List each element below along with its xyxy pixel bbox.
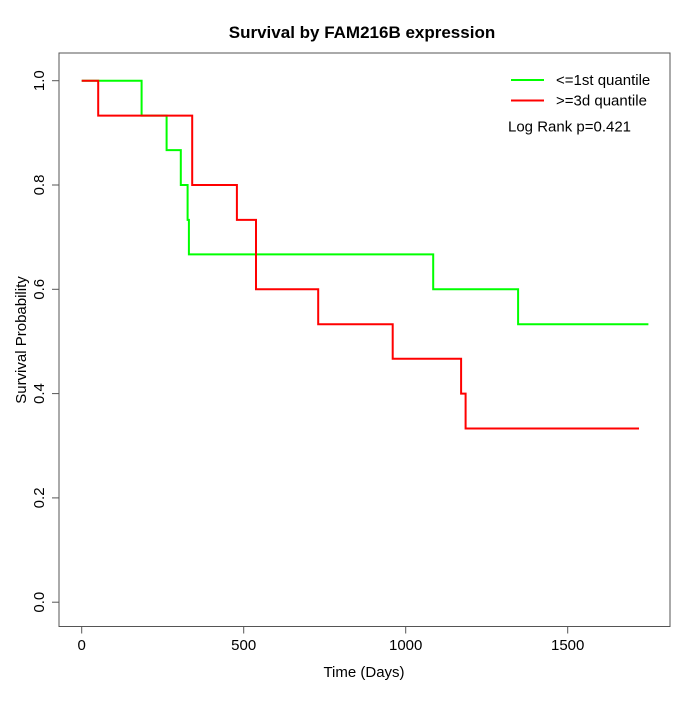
y-tick-label-0.6: 0.6 — [31, 279, 48, 300]
survival-curve-high-expression — [81, 79, 639, 430]
y-tick-label-0.8: 0.8 — [31, 175, 48, 196]
chart-title: Survival by FAM216B expression — [229, 23, 495, 42]
survival-curves — [81, 79, 649, 430]
survival-curve-low-expression — [81, 79, 649, 326]
x-tick-label-1500: 1500 — [551, 637, 584, 654]
legend: <=1st quantile >=3d quantile Log Rank p=… — [508, 72, 650, 136]
y-tick-label-0.2: 0.2 — [31, 487, 48, 508]
legend-label-high-expression: >=3d quantile — [556, 93, 647, 110]
x-axis: 0 500 1000 1500 — [78, 626, 584, 654]
log-rank-annotation: Log Rank p=0.421 — [508, 119, 631, 136]
y-tick-label-1.0: 1.0 — [31, 70, 48, 91]
x-axis-label: Time (Days) — [323, 664, 404, 681]
plot-box — [58, 52, 671, 627]
y-axis-label: Survival Probability — [13, 276, 30, 404]
x-tick-label-500: 500 — [231, 637, 256, 654]
legend-label-low-expression: <=1st quantile — [556, 72, 650, 89]
y-axis: 0.0 0.2 0.4 0.6 0.8 1.0 — [31, 70, 59, 613]
x-tick-label-0: 0 — [78, 637, 86, 654]
y-tick-label-0.0: 0.0 — [31, 592, 48, 613]
y-tick-label-0.4: 0.4 — [31, 383, 48, 404]
x-tick-label-1000: 1000 — [389, 637, 422, 654]
